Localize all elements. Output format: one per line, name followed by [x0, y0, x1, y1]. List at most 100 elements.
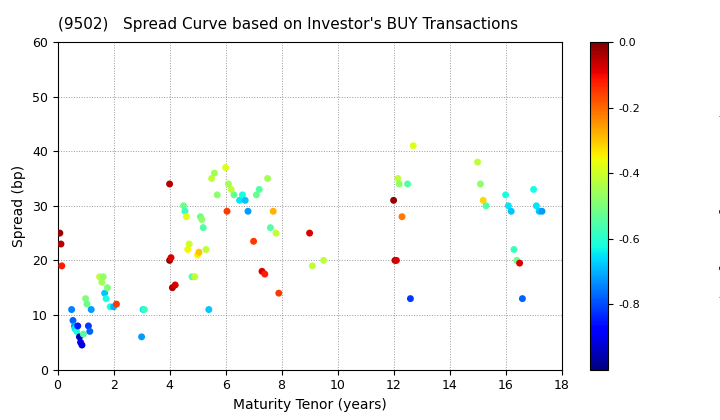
Point [253, 186, 265, 193]
Point [474, 181, 486, 187]
Point [76, 342, 88, 349]
Point [97, 273, 109, 280]
Point [534, 208, 545, 215]
Point [477, 197, 489, 204]
Point [55, 241, 67, 247]
Point [307, 262, 318, 269]
Point [222, 181, 234, 187]
Point [178, 202, 189, 209]
Point [392, 175, 403, 182]
Point [536, 208, 548, 215]
Point [242, 208, 253, 215]
Point [228, 192, 240, 198]
Point [179, 208, 191, 215]
Point [100, 295, 112, 302]
Point [225, 186, 237, 193]
Point [259, 270, 271, 277]
Point [75, 339, 86, 346]
Point [181, 213, 192, 220]
Point [209, 170, 220, 176]
Point [405, 295, 416, 302]
Point [189, 273, 201, 280]
Point [248, 238, 259, 244]
Point [505, 208, 517, 215]
Point [265, 224, 276, 231]
Point [251, 192, 262, 198]
Point [182, 246, 194, 253]
Point [206, 175, 217, 182]
Point [104, 303, 116, 310]
Point [102, 284, 113, 291]
Point [108, 303, 120, 310]
Point [84, 328, 96, 335]
Y-axis label: Time in years between 5/2/2025 and Trade Date
(Past Trade Date is given as negat: Time in years between 5/2/2025 and Trade… [719, 88, 720, 324]
Point [270, 230, 282, 236]
Point [69, 325, 81, 332]
Point [480, 202, 492, 209]
Point [186, 273, 198, 280]
Point [86, 306, 97, 313]
Point [200, 246, 212, 253]
Point [164, 257, 176, 264]
Point [67, 317, 78, 324]
Point [138, 306, 149, 313]
Point [73, 333, 85, 340]
Point [318, 257, 329, 264]
Point [472, 159, 483, 165]
Point [164, 181, 176, 187]
Point [203, 306, 215, 313]
Point [99, 290, 110, 297]
Point [234, 197, 246, 204]
Point [192, 252, 203, 258]
Point [396, 213, 408, 220]
Point [212, 192, 223, 198]
Point [393, 181, 405, 187]
Point [388, 197, 400, 204]
Point [81, 301, 93, 307]
Point [96, 279, 107, 286]
Point [94, 273, 105, 280]
Point [166, 284, 178, 291]
Point [267, 208, 279, 215]
Point [514, 260, 526, 266]
Point [240, 197, 251, 204]
Point [256, 268, 268, 275]
Point [184, 241, 195, 247]
Point [390, 257, 401, 264]
Point [273, 290, 284, 297]
Point [169, 281, 181, 288]
Point [72, 323, 84, 329]
Point [531, 202, 542, 209]
Point [68, 323, 80, 329]
Point [80, 295, 91, 302]
Point [391, 257, 402, 264]
Point [402, 181, 413, 187]
Point [304, 230, 315, 236]
Point [136, 333, 148, 340]
Point [71, 328, 82, 335]
Point [220, 164, 231, 171]
Point [528, 186, 539, 193]
Point [196, 216, 207, 223]
Point [139, 306, 150, 313]
Point [237, 192, 248, 198]
Point [56, 262, 68, 269]
Point [517, 295, 528, 302]
Point [54, 230, 66, 236]
Point [66, 306, 77, 313]
Point [83, 323, 94, 329]
Y-axis label: Spread (bp): Spread (bp) [12, 165, 27, 247]
Point [221, 208, 233, 215]
Point [165, 254, 176, 261]
Point [262, 175, 274, 182]
Point [508, 246, 520, 253]
Point [503, 202, 514, 209]
Point [408, 142, 419, 149]
Point [111, 301, 122, 307]
Point [194, 213, 206, 220]
Point [193, 249, 204, 255]
Text: (9502)   Spread Curve based on Investor's BUY Transactions: (9502) Spread Curve based on Investor's … [58, 17, 518, 32]
Point [78, 331, 89, 338]
X-axis label: Maturity Tenor (years): Maturity Tenor (years) [233, 398, 387, 412]
Point [197, 224, 209, 231]
